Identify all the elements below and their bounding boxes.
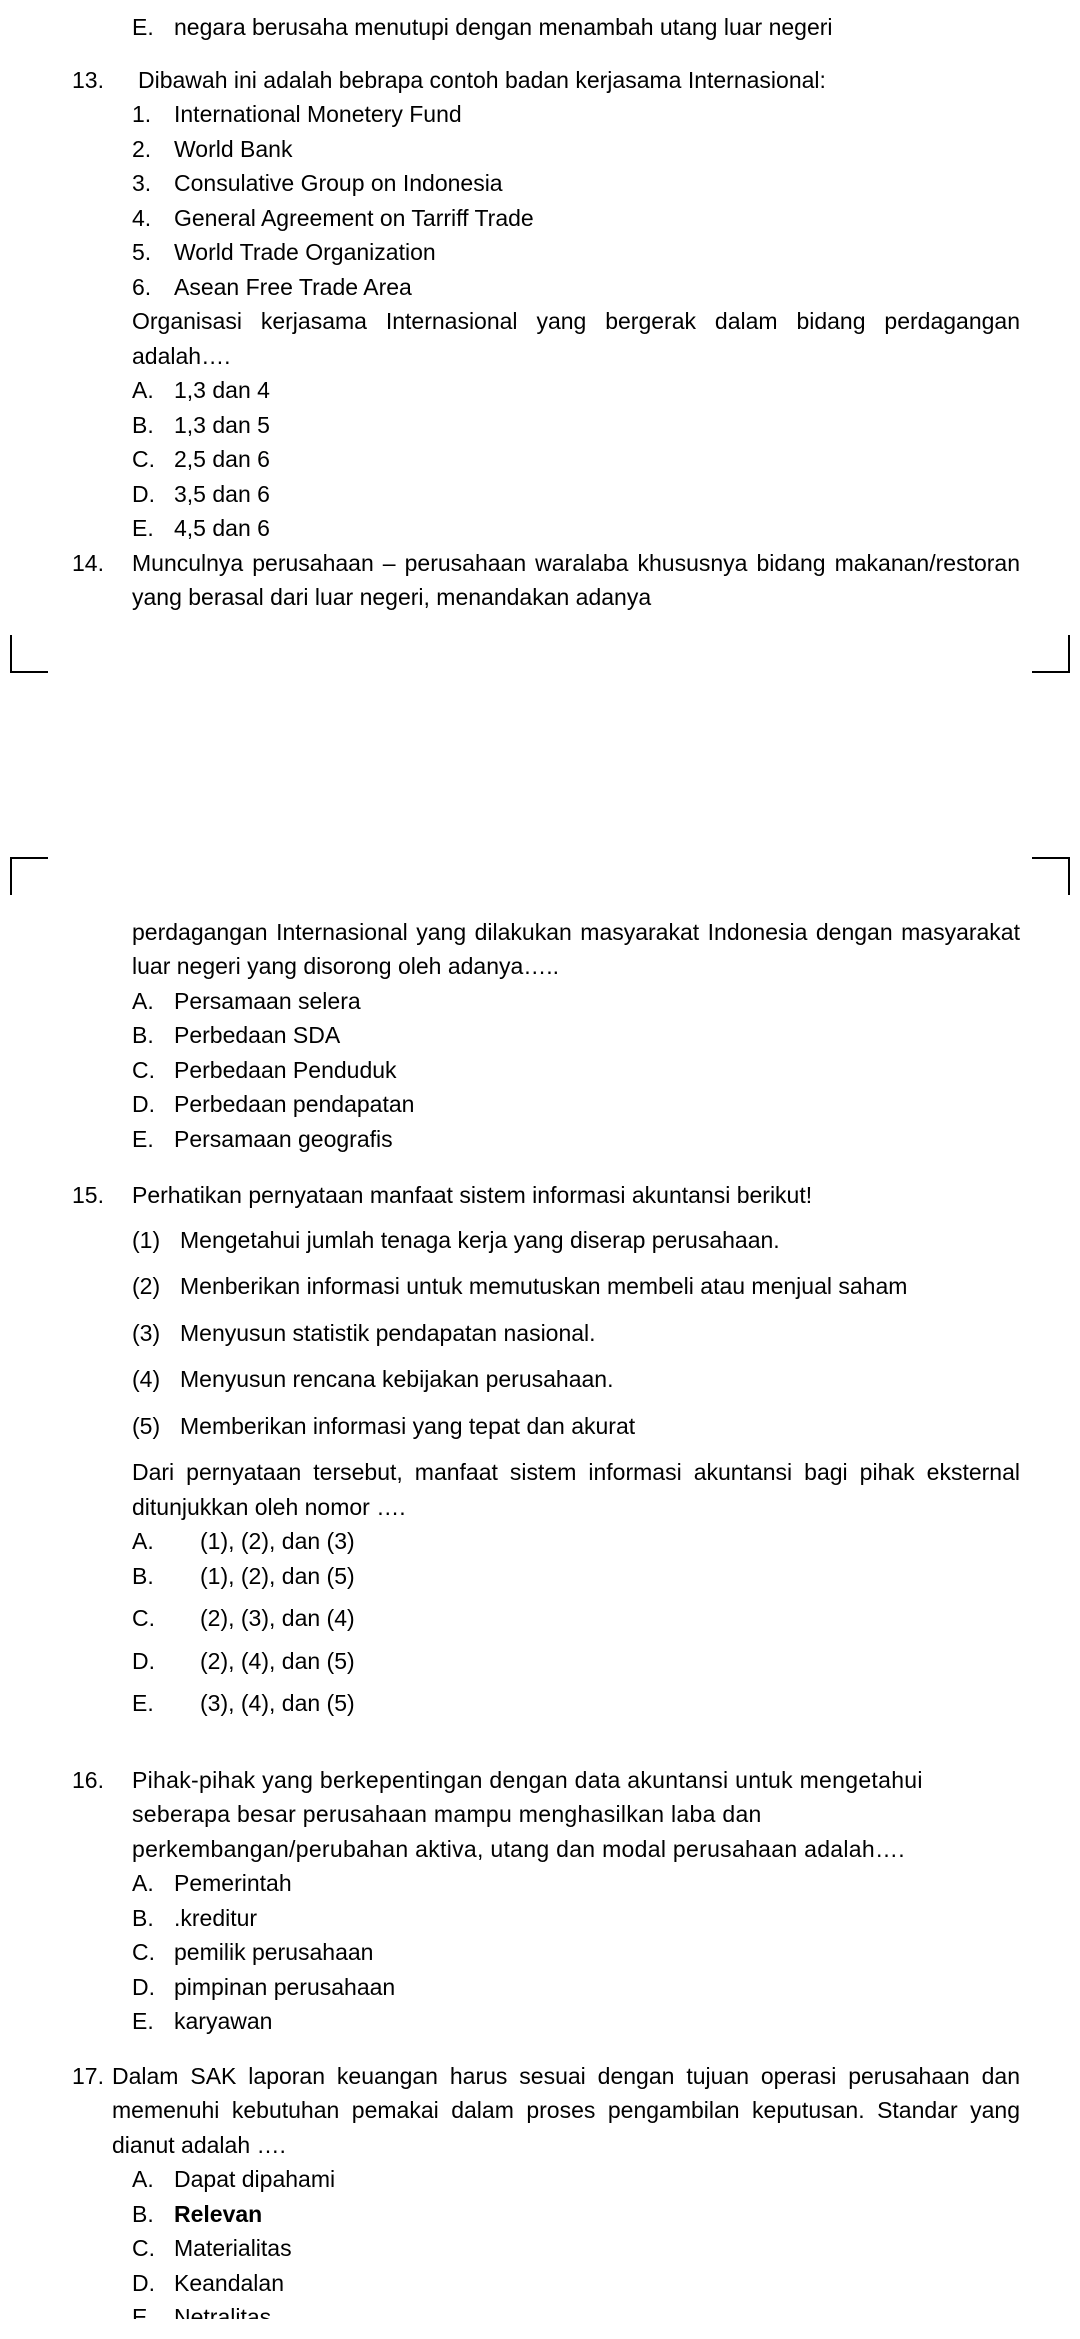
question-17: 17. Dalam SAK laporan keuangan harus ses… [60, 2059, 1020, 2163]
option-b: B.1,3 dan 5 [132, 408, 1020, 443]
list-item: 5.World Trade Organization [132, 235, 1020, 270]
question-stem: Dibawah ini adalah bebrapa contoh badan … [138, 63, 1020, 98]
option-c: C.Materialitas [132, 2231, 1020, 2266]
list-item: 2.World Bank [132, 132, 1020, 167]
option-c: C.Perbedaan Penduduk [132, 1053, 1020, 1088]
list-item: 6.Asean Free Trade Area [132, 270, 1020, 305]
list-item: 4.General Agreement on Tarriff Trade [132, 201, 1020, 236]
option-a: A.1,3 dan 4 [132, 373, 1020, 408]
question-15: 15. Perhatikan pernyataan manfaat sistem… [60, 1178, 1020, 1213]
statement-2: (2)Menberikan informasi untuk memutuskan… [132, 1269, 1020, 1304]
option-text: negara berusaha menutupi dengan menambah… [174, 10, 1020, 45]
option-d: D.pimpinan perusahaan [132, 1970, 1020, 2005]
question-13: 13. Dibawah ini adalah bebrapa contoh ba… [60, 63, 1020, 98]
question-stem-bottom: perdagangan Internasional yang dilakukan… [132, 915, 1020, 984]
list-item: 3.Consulative Group on Indonesia [132, 166, 1020, 201]
document-page: E. negara berusaha menutupi dengan menam… [0, 0, 1080, 2339]
statement-4: (4)Menyusun rencana kebijakan perusahaan… [132, 1362, 1020, 1397]
question-stem: Dalam SAK laporan keuangan harus sesuai … [112, 2059, 1020, 2163]
statement-1: (1)Mengetahui jumlah tenaga kerja yang d… [132, 1223, 1020, 1258]
page-break [60, 615, 1020, 915]
option-b: B..kreditur [132, 1901, 1020, 1936]
crop-mark-icon [1032, 635, 1070, 673]
question-number: 15. [60, 1178, 132, 1213]
question-tail: Dari pernyataan tersebut, manfaat sistem… [132, 1455, 1020, 1524]
option-e: E.4,5 dan 6 [132, 511, 1020, 546]
option-c: C.(2), (3), dan (4) [132, 1601, 1020, 1636]
crop-mark-icon [10, 857, 48, 895]
option-label: E. [132, 10, 174, 45]
option-b: B.Relevan [132, 2197, 1020, 2232]
question-stem: Perhatikan pernyataan manfaat sistem inf… [132, 1178, 1020, 1213]
question-14: 14. Munculnya perusahaan – perusahaan wa… [60, 546, 1020, 615]
option-c: C.2,5 dan 6 [132, 442, 1020, 477]
option-a: A.Pemerintah [132, 1866, 1020, 1901]
option-d: D.Keandalan [132, 2266, 1020, 2301]
option-c: C.pemilik perusahaan [132, 1935, 1020, 1970]
statement-3: (3)Menyusun statistik pendapatan nasiona… [132, 1316, 1020, 1351]
option-a: A.(1), (2), dan (3) [132, 1524, 1020, 1559]
question-14-continued: perdagangan Internasional yang dilakukan… [60, 915, 1020, 984]
question-stem: Pihak-pihak yang berkepentingan dengan d… [132, 1763, 1020, 1867]
option-e: E.Persamaan geografis [132, 1122, 1020, 1157]
question-12-remainder: E. negara berusaha menutupi dengan menam… [60, 10, 1020, 45]
question-number: 17. [60, 2059, 112, 2094]
question-16: 16. Pihak-pihak yang berkepentingan deng… [60, 1763, 1020, 1867]
option-a: A.Dapat dipahami [132, 2162, 1020, 2197]
option-d: D.Perbedaan pendapatan [132, 1087, 1020, 1122]
option-d: D.3,5 dan 6 [132, 477, 1020, 512]
option-d: D.(2), (4), dan (5) [132, 1644, 1020, 1679]
crop-mark-icon [10, 635, 48, 673]
question-stem-top: Munculnya perusahaan – perusahaan warala… [132, 546, 1020, 615]
option-e: E. negara berusaha menutupi dengan menam… [132, 10, 1020, 45]
option-b: B.(1), (2), dan (5) [132, 1559, 1020, 1594]
option-e: E. karyawan [132, 2004, 1020, 2039]
question-tail: Organisasi kerjasama Internasional yang … [132, 304, 1020, 373]
option-b: B.Perbedaan SDA [132, 1018, 1020, 1053]
statement-5: (5)Memberikan informasi yang tepat dan a… [132, 1409, 1020, 1444]
list-item: 1.International Monetery Fund [132, 97, 1020, 132]
question-number: 16. [60, 1763, 132, 1798]
option-e: E.Netralitas [132, 2300, 1020, 2319]
option-e: E.(3), (4), dan (5) [132, 1686, 1020, 1721]
question-number: 14. [60, 546, 132, 581]
crop-mark-icon [1032, 857, 1070, 895]
question-number: 13. [60, 63, 132, 98]
option-a: A.Persamaan selera [132, 984, 1020, 1019]
